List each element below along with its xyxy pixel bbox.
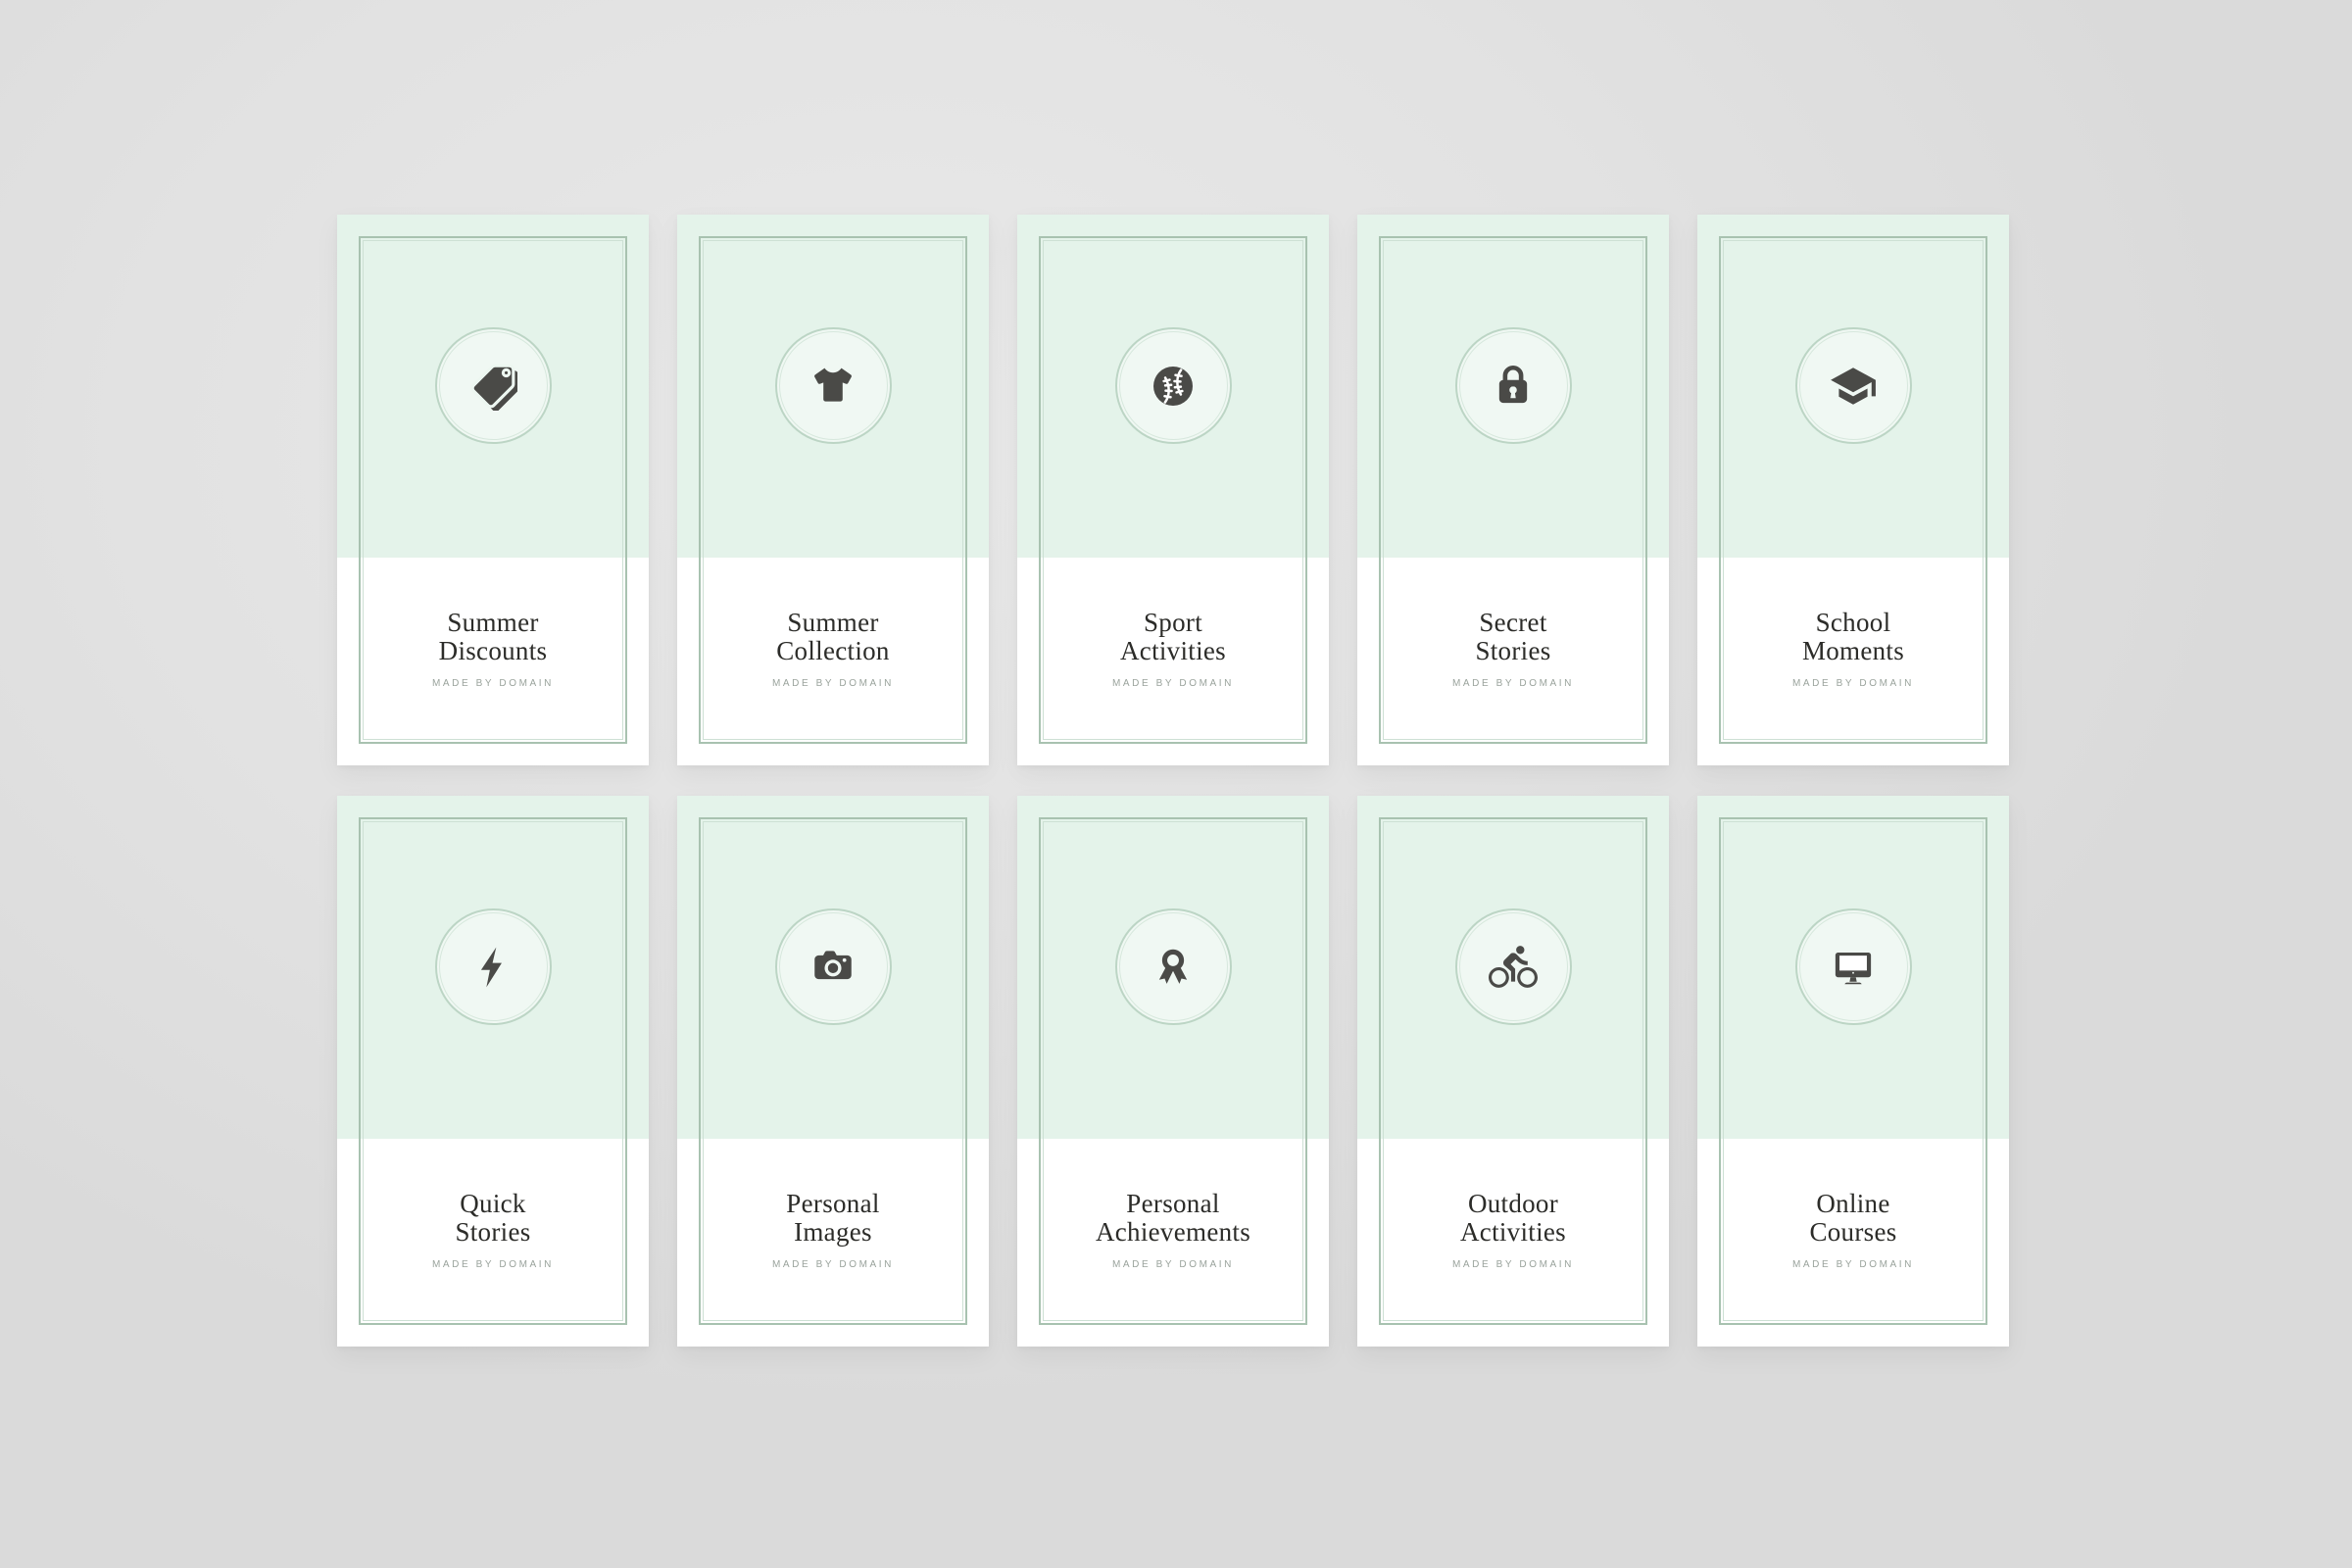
- card-title: Personal Achievements: [1095, 1188, 1251, 1247]
- card-subtitle: MADE BY DOMAIN: [1111, 1258, 1234, 1270]
- card-cover-top: [677, 215, 989, 558]
- graduation-cap-icon: [1829, 362, 1878, 411]
- card-online-courses[interactable]: Online Courses MADE BY DOMAIN: [1697, 796, 2009, 1347]
- card-subtitle: MADE BY DOMAIN: [431, 677, 554, 689]
- card-subtitle: MADE BY DOMAIN: [1111, 677, 1234, 689]
- card-subtitle: MADE BY DOMAIN: [771, 1258, 894, 1270]
- icon-circle: [434, 327, 552, 445]
- card-cover-bottom: Sport Activities MADE BY DOMAIN: [1017, 557, 1329, 765]
- card-subtitle: MADE BY DOMAIN: [431, 1258, 554, 1270]
- icon-circle: [774, 327, 892, 445]
- icon-circle: [1794, 327, 1912, 445]
- icon-circle: [1114, 327, 1232, 445]
- card-cover-top: [337, 215, 649, 558]
- card-school-moments[interactable]: School Moments MADE BY DOMAIN: [1697, 215, 2009, 765]
- card-secret-stories[interactable]: Secret Stories MADE BY DOMAIN: [1357, 215, 1669, 765]
- medal-icon: [1149, 943, 1198, 992]
- card-cover-bottom: Personal Images MADE BY DOMAIN: [677, 1138, 989, 1347]
- card-subtitle: MADE BY DOMAIN: [1451, 677, 1574, 689]
- card-title: Secret Stories: [1475, 607, 1551, 665]
- card-cover-top: [337, 796, 649, 1139]
- card-title: Summer Collection: [776, 607, 890, 665]
- card-summer-collection[interactable]: Summer Collection MADE BY DOMAIN: [677, 215, 989, 765]
- card-cover-top: [1017, 215, 1329, 558]
- tag-icon: [468, 362, 517, 411]
- card-subtitle: MADE BY DOMAIN: [1451, 1258, 1574, 1270]
- story-covers-grid: Summer Discounts MADE BY DOMAIN Summer C…: [337, 215, 2009, 1347]
- icon-circle: [774, 908, 892, 1026]
- card-cover-bottom: School Moments MADE BY DOMAIN: [1697, 557, 2009, 765]
- card-personal-achievements[interactable]: Personal Achievements MADE BY DOMAIN: [1017, 796, 1329, 1347]
- card-cover-top: [677, 796, 989, 1139]
- card-summer-discounts[interactable]: Summer Discounts MADE BY DOMAIN: [337, 215, 649, 765]
- icon-circle: [1114, 908, 1232, 1026]
- card-subtitle: MADE BY DOMAIN: [1791, 1258, 1914, 1270]
- card-title: School Moments: [1801, 607, 1905, 665]
- lightning-icon: [468, 943, 517, 992]
- lock-icon: [1489, 362, 1538, 411]
- card-outdoor-activities[interactable]: Outdoor Activities MADE BY DOMAIN: [1357, 796, 1669, 1347]
- card-title: Personal Images: [786, 1188, 880, 1247]
- card-title: Quick Stories: [455, 1188, 531, 1247]
- card-title: Summer Discounts: [438, 607, 548, 665]
- card-cover-bottom: Outdoor Activities MADE BY DOMAIN: [1357, 1138, 1669, 1347]
- card-cover-bottom: Quick Stories MADE BY DOMAIN: [337, 1138, 649, 1347]
- icon-circle: [1454, 908, 1572, 1026]
- card-cover-top: [1697, 796, 2009, 1139]
- card-cover-top: [1357, 796, 1669, 1139]
- icon-circle: [1454, 327, 1572, 445]
- card-title: Outdoor Activities: [1460, 1188, 1566, 1247]
- card-cover-bottom: Secret Stories MADE BY DOMAIN: [1357, 557, 1669, 765]
- tshirt-icon: [808, 362, 858, 411]
- icon-circle: [434, 908, 552, 1026]
- card-title: Online Courses: [1809, 1188, 1897, 1247]
- card-cover-top: [1357, 215, 1669, 558]
- cyclist-icon: [1489, 943, 1538, 992]
- card-cover-bottom: Online Courses MADE BY DOMAIN: [1697, 1138, 2009, 1347]
- card-quick-stories[interactable]: Quick Stories MADE BY DOMAIN: [337, 796, 649, 1347]
- monitor-icon: [1829, 943, 1878, 992]
- card-cover-top: [1697, 215, 2009, 558]
- card-cover-bottom: Personal Achievements MADE BY DOMAIN: [1017, 1138, 1329, 1347]
- card-subtitle: MADE BY DOMAIN: [1791, 677, 1914, 689]
- card-cover-bottom: Summer Collection MADE BY DOMAIN: [677, 557, 989, 765]
- baseball-icon: [1149, 362, 1198, 411]
- card-personal-images[interactable]: Personal Images MADE BY DOMAIN: [677, 796, 989, 1347]
- camera-icon: [808, 943, 858, 992]
- card-title: Sport Activities: [1120, 607, 1226, 665]
- card-subtitle: MADE BY DOMAIN: [771, 677, 894, 689]
- card-cover-bottom: Summer Discounts MADE BY DOMAIN: [337, 557, 649, 765]
- icon-circle: [1794, 908, 1912, 1026]
- card-cover-top: [1017, 796, 1329, 1139]
- card-sport-activities[interactable]: Sport Activities MADE BY DOMAIN: [1017, 215, 1329, 765]
